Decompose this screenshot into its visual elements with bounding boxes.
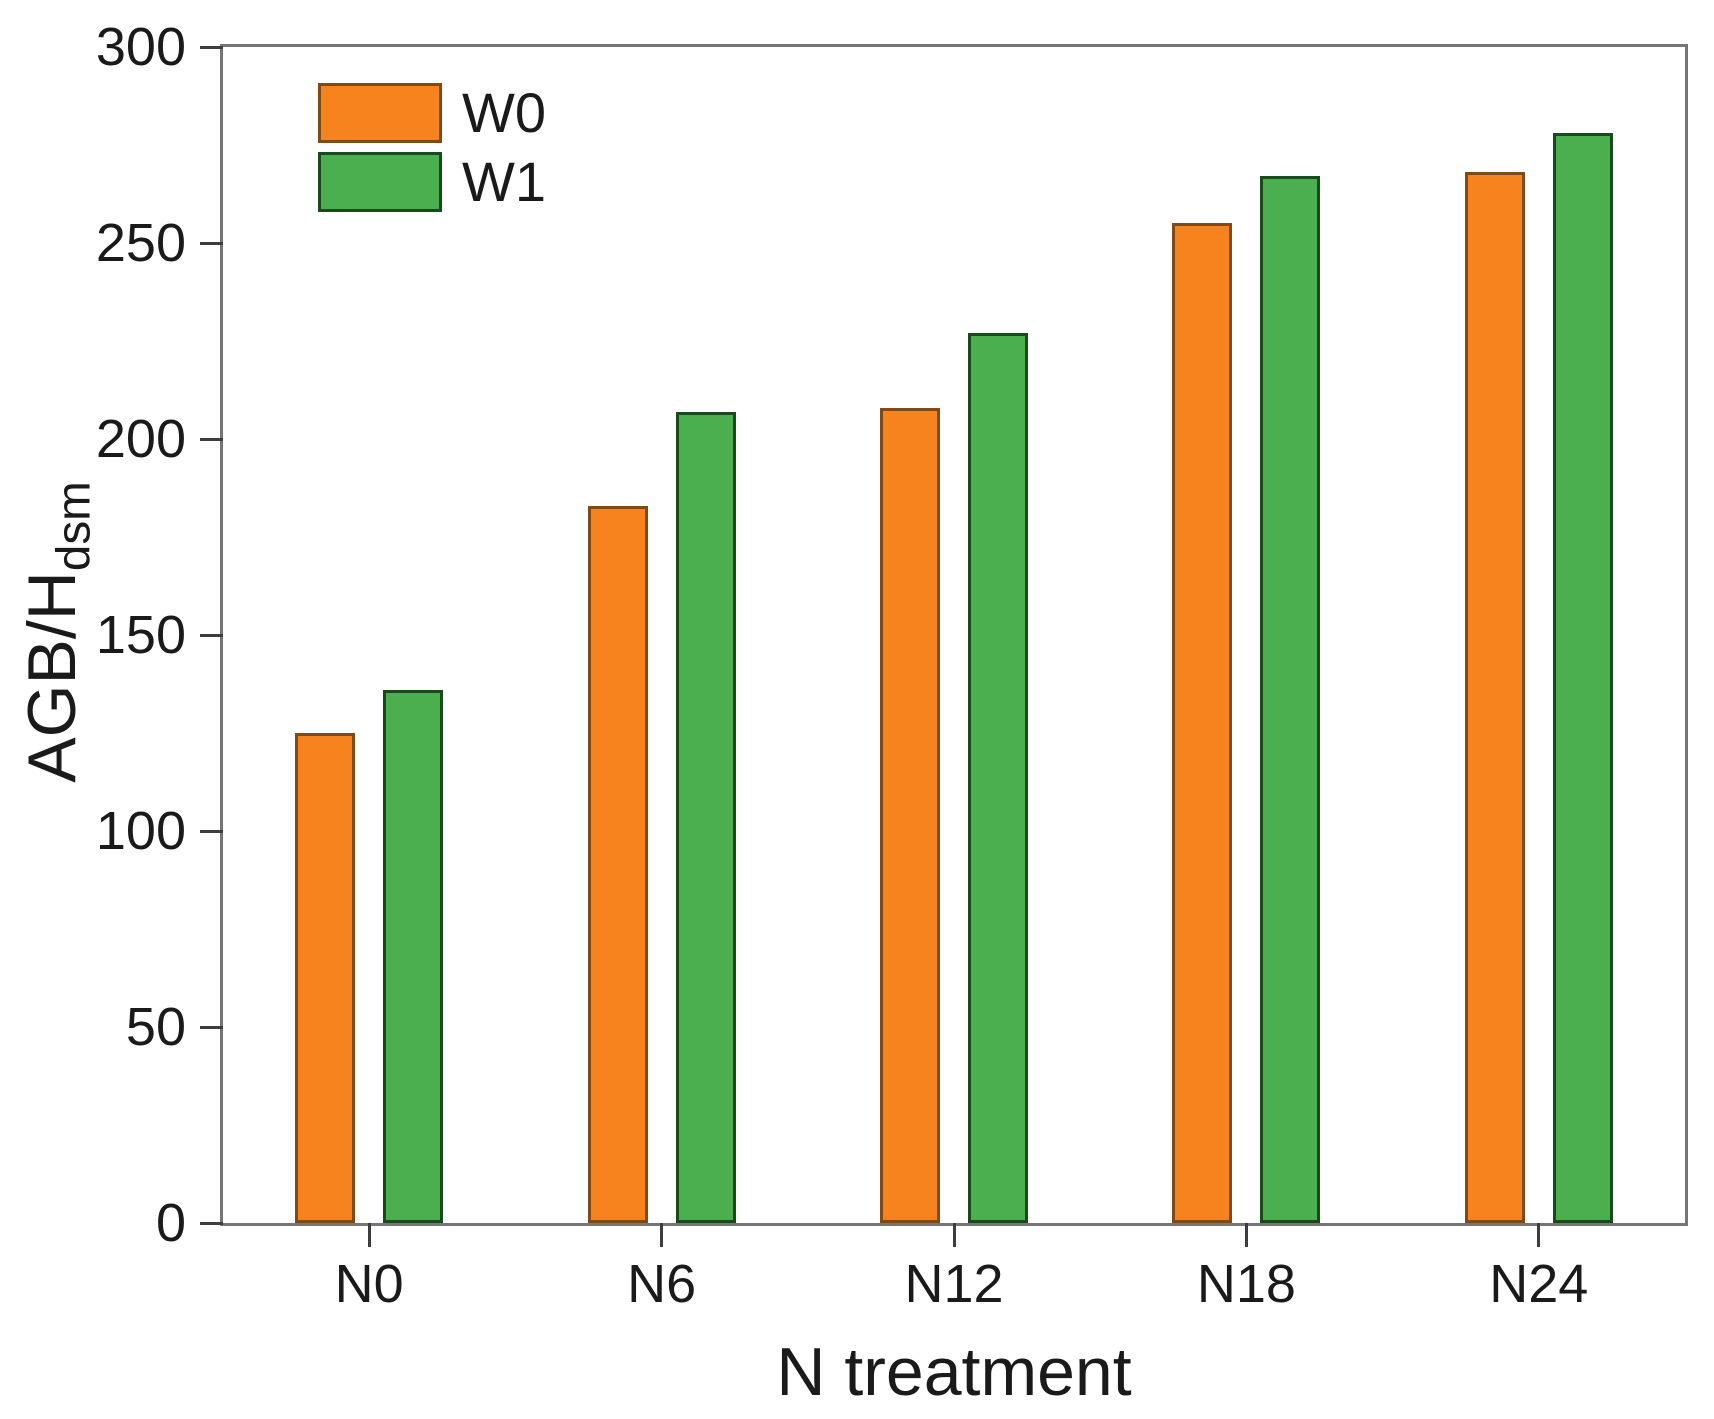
- y-tick-label: 300: [95, 17, 186, 77]
- x-tick-label: N18: [1196, 1254, 1296, 1314]
- y-tick-label: 100: [95, 801, 186, 861]
- y-tick-mark: [200, 241, 223, 245]
- x-tick-label: N6: [627, 1254, 697, 1314]
- bar-w0-n0: [295, 733, 356, 1223]
- x-tick-label: N12: [904, 1254, 1004, 1314]
- bar-w0-n12: [880, 408, 940, 1223]
- y-tick-label: 250: [95, 213, 186, 273]
- y-axis-label-text: AGB/H: [14, 571, 90, 783]
- bar-w0-n18: [1172, 223, 1233, 1223]
- legend-label-w1: W1: [462, 150, 546, 213]
- legend-swatch-w0: [318, 83, 442, 143]
- y-tick-mark: [200, 437, 223, 441]
- x-tick-label: N0: [334, 1254, 404, 1314]
- bar-w0-n6: [587, 506, 648, 1223]
- y-tick-mark: [200, 1025, 223, 1029]
- y-tick-mark: [200, 829, 223, 833]
- y-tick-label: 50: [125, 997, 186, 1057]
- x-tick-mark: [660, 1223, 664, 1247]
- bar-w1-n18: [1260, 176, 1321, 1223]
- bar-w1-n12: [968, 333, 1028, 1223]
- legend-swatch-w1: [318, 152, 442, 212]
- y-tick-label: 0: [155, 1193, 186, 1253]
- y-tick-mark: [200, 633, 223, 637]
- legend-item-w1: W1: [318, 152, 546, 212]
- legend: W0 W1: [318, 83, 546, 212]
- y-tick-label: 150: [95, 605, 186, 665]
- bar-w0-n24: [1464, 172, 1525, 1223]
- x-axis-label: N treatment: [776, 1334, 1132, 1410]
- bar-w1-n24: [1552, 133, 1613, 1223]
- legend-label-w0: W0: [462, 81, 546, 144]
- y-axis-label-subscript: dsm: [47, 481, 101, 572]
- y-axis-label: AGB/Hdsm: [14, 481, 101, 783]
- bar-w1-n0: [383, 690, 444, 1223]
- y-tick-mark: [200, 45, 223, 49]
- x-tick-mark: [1244, 1223, 1248, 1247]
- x-tick-mark: [952, 1223, 956, 1247]
- x-tick-mark: [367, 1223, 371, 1247]
- x-tick-mark: [1537, 1223, 1541, 1247]
- legend-item-w0: W0: [318, 83, 546, 143]
- y-tick-mark: [200, 1221, 223, 1225]
- x-tick-label: N24: [1489, 1254, 1589, 1314]
- bar-w1-n6: [675, 412, 736, 1223]
- y-tick-label: 200: [95, 409, 186, 469]
